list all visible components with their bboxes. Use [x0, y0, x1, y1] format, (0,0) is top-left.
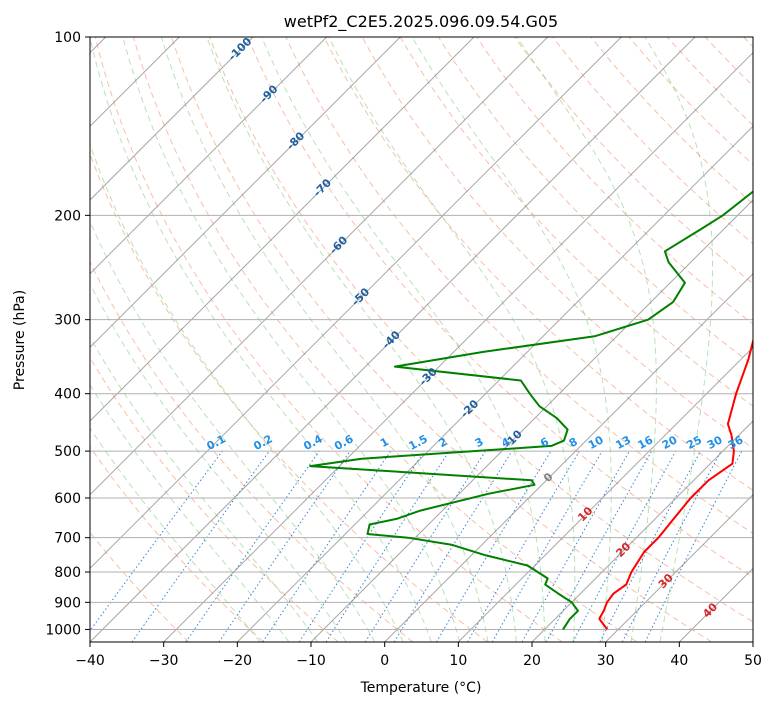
x-tick-label: 10 [449, 653, 467, 669]
mixing-ratio-line [545, 450, 653, 642]
y-tick-label: 800 [54, 565, 81, 581]
x-tick-label: 40 [670, 653, 688, 669]
y-tick-label: 700 [54, 531, 81, 547]
isotherm-line [163, 51, 753, 642]
isotherm-line [90, 37, 254, 201]
moist-adiabat [90, 383, 290, 642]
isotherm-line [90, 37, 622, 570]
mixing-ratio-line [572, 450, 677, 642]
isotherm-line [236, 125, 753, 642]
dry-adiabat [132, 37, 638, 642]
mixing-ratio-line [298, 450, 425, 642]
dry-adiabat [209, 37, 753, 623]
moist-adiabat [516, 37, 657, 642]
isotherm-line [457, 346, 753, 642]
mixing-ratio-label: 13 [613, 433, 633, 452]
moist-adiabat [160, 37, 489, 642]
y-tick-label: 1000 [45, 622, 81, 638]
dry-adiabat [90, 356, 339, 642]
isotherm-line [90, 37, 328, 275]
x-tick-label: 30 [597, 653, 615, 669]
y-tick-label: 200 [54, 208, 81, 224]
y-tick-label: 600 [54, 491, 81, 507]
mixing-ratio-line [185, 450, 320, 642]
x-tick-label: 0 [380, 653, 389, 669]
dry-adiabat [285, 37, 753, 535]
moist-adiabat [122, 37, 461, 642]
isotherm-line [310, 199, 753, 642]
dry-adiabat [323, 37, 753, 491]
x-tick-label: 50 [744, 653, 762, 669]
dry-adiabat [247, 37, 753, 578]
mixing-ratio-label: 25 [684, 433, 704, 452]
moist-adiabat [90, 220, 376, 642]
isotherm-line [90, 37, 475, 422]
series-lines [309, 190, 753, 631]
moist-adiabat [90, 142, 404, 642]
dry-adiabat [90, 446, 264, 642]
mixing-ratio-line [218, 450, 351, 642]
dry-adiabat [171, 37, 712, 642]
isotherm-line [90, 37, 401, 349]
mixing-ratio-label: 16 [636, 433, 656, 452]
y-tick-label: 900 [54, 595, 81, 611]
mixing-ratio-line [521, 450, 630, 642]
x-axis-title: Temperature (°C) [360, 680, 482, 696]
dry-adiabat [90, 260, 414, 642]
y-tick-label: 300 [54, 313, 81, 329]
moist-adiabat [411, 37, 612, 642]
chart-title: wetPf2_C2E5.2025.096.09.54.G05 [284, 12, 558, 32]
x-tick-label: −10 [296, 653, 326, 669]
mixing-ratio-line [644, 450, 743, 642]
plot-frame [89, 36, 754, 643]
mixing-ratio-line [131, 450, 270, 642]
y-axis-title: Pressure (hPa) [12, 290, 28, 390]
isotherm-line [384, 272, 753, 642]
moist-adiabat [90, 37, 432, 642]
dry-adiabat [514, 37, 753, 285]
mixing-ratio-label: 10 [586, 433, 606, 452]
isotherm-line [90, 37, 549, 496]
y-tick-label: 500 [54, 444, 81, 460]
isotherm-line [90, 37, 696, 642]
x-axis-ticks: −40 −30 −20 −10 0 10 20 30 40 50 [75, 642, 762, 669]
x-tick-label: −30 [149, 653, 179, 669]
mixing-ratio-label: 20 [660, 433, 680, 452]
y-axis-ticks: 1000 900 800 700 600 500 400 300 200 100 [45, 30, 90, 638]
moist-adiabat [90, 282, 347, 642]
dry-adiabat [94, 37, 563, 642]
y-tick-label: 100 [54, 30, 81, 46]
mixing-ratio-label: 36 [726, 433, 746, 452]
moist-adiabat [90, 336, 319, 642]
isotherm-line [531, 420, 753, 642]
dry-adiabat [476, 37, 753, 325]
x-tick-label: −20 [223, 653, 253, 669]
mixing-ratio-label: 30 [705, 433, 725, 452]
profile-line [598, 337, 753, 631]
x-tick-label: 20 [523, 653, 541, 669]
moist-adiabat [644, 37, 713, 642]
isotherm-line [605, 493, 753, 642]
mixing-ratio-line [325, 450, 450, 642]
y-tick-label: 400 [54, 387, 81, 403]
mixing-ratio-line [90, 450, 223, 632]
x-tick-label: −40 [75, 653, 105, 669]
profile-line [309, 190, 753, 630]
moist-adiabat [261, 37, 546, 642]
mixing-ratio-line [262, 450, 392, 642]
moist-adiabat [90, 427, 261, 642]
